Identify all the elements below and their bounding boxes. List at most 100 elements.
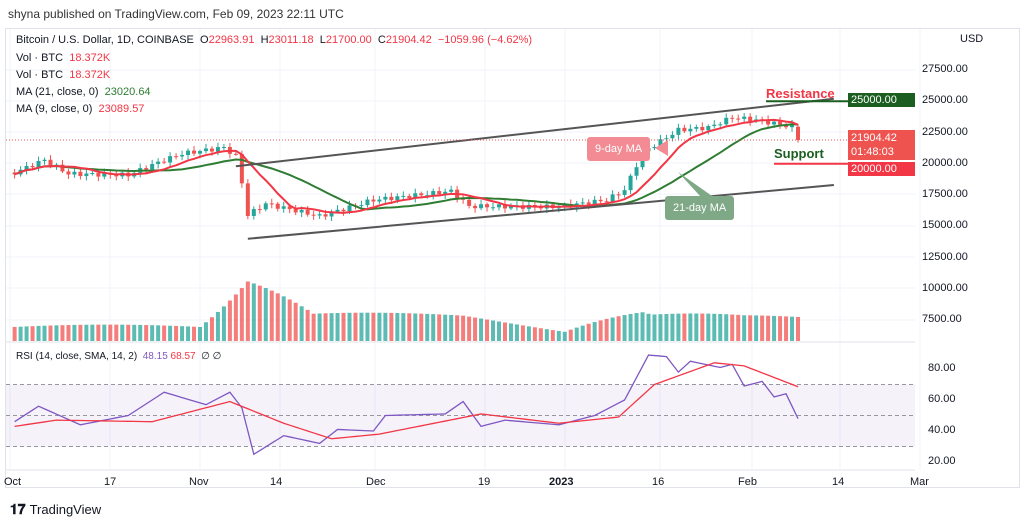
volume-bar <box>580 325 585 341</box>
volume-bar <box>634 313 639 341</box>
rsi-tick: 60.00 <box>928 393 956 405</box>
rsi-sma-line <box>14 362 799 440</box>
close-label: C <box>377 34 386 46</box>
time-tick: 19 <box>478 476 491 488</box>
volume-bar <box>485 319 490 341</box>
volume-bar <box>425 313 430 341</box>
volume-bar <box>144 325 149 341</box>
volume-bar <box>550 330 555 341</box>
ma21-label: MA (21, close, 0) <box>16 86 99 98</box>
volume-bar <box>610 317 615 341</box>
volume-bar <box>772 315 777 341</box>
candle-body <box>449 189 454 192</box>
volume-bar <box>730 314 735 341</box>
candle-body <box>586 202 591 205</box>
volume-bar <box>796 317 800 341</box>
price-tick: 22500.00 <box>922 125 968 138</box>
volume-bar <box>562 331 567 341</box>
price-tick: 20000.00 <box>922 156 968 169</box>
volume-bar <box>78 324 83 341</box>
candle-body <box>676 127 681 135</box>
volume-bar <box>72 324 77 341</box>
rsi-tick: 40.00 <box>928 424 956 436</box>
volume-legend: Vol · BTC 18.372K <box>16 52 110 64</box>
volume-bar <box>646 313 651 341</box>
candle-body <box>790 124 795 128</box>
volume-bar <box>24 326 29 341</box>
volume-bar <box>156 325 161 341</box>
candle-body <box>162 161 167 163</box>
volume-bar <box>514 324 519 341</box>
candle-body <box>616 194 621 196</box>
volume-bar <box>114 324 119 341</box>
volume-bar <box>736 314 741 341</box>
open-value: 22963.91 <box>208 34 255 46</box>
candle-body <box>174 156 179 158</box>
candle-body <box>281 206 286 209</box>
volume-bar <box>479 318 484 341</box>
ma21-pointer-icon <box>678 172 712 196</box>
resistance-price-tag: 25000.00 <box>848 93 915 107</box>
close-value: 21904.42 <box>385 34 432 46</box>
candle-body <box>682 127 687 132</box>
candle-body <box>317 214 322 216</box>
volume-bar <box>162 325 167 341</box>
volume-bar <box>395 312 400 341</box>
candle-body <box>203 148 208 152</box>
brand-text: TradingView <box>29 502 102 517</box>
volume-bar <box>126 324 131 341</box>
rsi-extra: ∅ ∅ <box>201 351 222 362</box>
currency-label: USD <box>960 33 984 45</box>
time-tick: 17 <box>104 476 117 488</box>
volume-bar <box>287 299 292 341</box>
volume-bar <box>778 316 783 341</box>
volume-bar <box>688 313 693 341</box>
rsi-sma-value: 68.57 <box>170 351 196 362</box>
candle-body <box>598 199 603 202</box>
candle-body <box>796 126 800 140</box>
volume-bar <box>203 322 208 341</box>
price-tick: 17500.00 <box>922 188 968 200</box>
volume-bar <box>497 321 501 341</box>
candle-body <box>371 199 376 202</box>
volume-bar <box>377 312 382 341</box>
ma21-legend: MA (21, close, 0) 23020.64 <box>16 86 151 98</box>
volume-bar <box>120 324 125 341</box>
volume-bar <box>263 288 268 341</box>
volume-bar <box>455 315 460 341</box>
candle-body <box>24 166 29 170</box>
vol-label: Vol · BTC <box>16 69 64 81</box>
time-tick: Oct <box>4 476 22 488</box>
volume-bar <box>520 325 525 341</box>
volume-bar <box>407 313 412 341</box>
candle-body <box>485 204 490 208</box>
candle-body <box>102 172 107 177</box>
resistance-label: Resistance <box>766 86 835 101</box>
candle-body <box>359 205 364 207</box>
candle-body <box>413 193 418 199</box>
volume-bar <box>473 317 478 341</box>
volume-bar <box>48 325 53 341</box>
tradingview-logo[interactable]: 𝟏𝟕 TradingView <box>10 501 101 518</box>
volume-bar <box>102 324 107 341</box>
time-tick: 14 <box>270 476 283 488</box>
candle-body <box>365 199 370 206</box>
candle-body <box>473 205 478 209</box>
candle-body <box>257 209 262 211</box>
volume-bar <box>568 329 573 341</box>
candle-body <box>377 199 382 202</box>
candle-body <box>96 173 101 177</box>
candle-body <box>622 190 627 195</box>
volume-bar <box>30 326 35 341</box>
volume-bar <box>132 324 137 341</box>
time-tick: Nov <box>189 476 209 488</box>
candle-body <box>114 174 119 177</box>
volume-bar <box>245 281 250 341</box>
volume-bar <box>544 329 549 341</box>
volume-bar <box>712 313 717 341</box>
volume-bar <box>532 327 537 341</box>
volume-bar <box>257 285 262 341</box>
rsi-tick: 20.00 <box>928 455 956 467</box>
volume-bar <box>281 296 286 341</box>
